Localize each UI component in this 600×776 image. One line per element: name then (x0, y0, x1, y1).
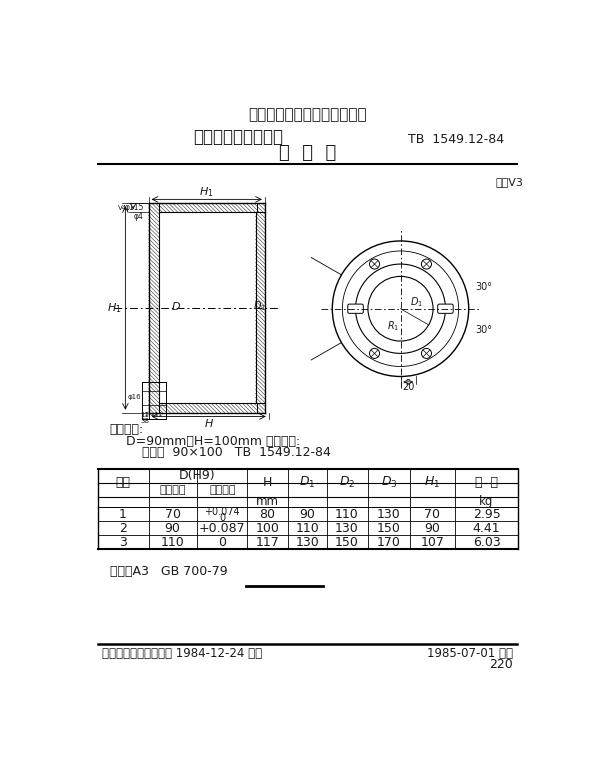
Text: 弹簧盒  90×100   TB  1549.12-84: 弹簧盒 90×100 TB 1549.12-84 (110, 446, 331, 459)
Text: 70: 70 (424, 508, 440, 521)
Text: 80: 80 (259, 508, 275, 521)
Text: 4.41: 4.41 (473, 521, 500, 535)
Text: 弹  簧  盒: 弹 簧 盒 (279, 144, 336, 162)
Text: 110: 110 (296, 521, 319, 535)
FancyBboxPatch shape (438, 304, 453, 314)
Text: $H_1$: $H_1$ (107, 301, 121, 315)
Text: $D$: $D$ (171, 300, 181, 313)
Text: 重  量: 重 量 (475, 476, 498, 489)
Text: 130: 130 (335, 521, 359, 535)
Text: 90: 90 (165, 521, 181, 535)
Text: 130: 130 (377, 508, 401, 521)
Text: 基本尺寸: 基本尺寸 (160, 485, 186, 494)
Text: $D_1$: $D_1$ (253, 300, 266, 314)
Text: 0: 0 (218, 535, 226, 549)
Text: mm: mm (256, 496, 279, 508)
Text: $D_3$: $D_3$ (380, 475, 397, 490)
Text: 11: 11 (140, 412, 149, 418)
Text: $D_1$: $D_1$ (410, 296, 423, 310)
Text: 20: 20 (402, 383, 415, 392)
Text: φ115: φ115 (125, 203, 144, 212)
Text: 中华人民共和国铁路部部标准: 中华人民共和国铁路部部标准 (248, 107, 367, 122)
Text: kg: kg (479, 496, 494, 508)
Text: 0: 0 (219, 513, 226, 523)
Text: $D_2$: $D_2$ (339, 475, 355, 490)
Text: 2-φ11: 2-φ11 (144, 413, 163, 417)
Text: V4: V4 (118, 205, 127, 211)
Text: $D_1$: $D_1$ (299, 475, 316, 490)
Text: 220: 220 (489, 658, 513, 671)
Text: +0.074: +0.074 (205, 507, 240, 517)
Text: D(H9): D(H9) (179, 469, 216, 483)
Text: 100: 100 (255, 521, 279, 535)
Text: 130: 130 (296, 535, 319, 549)
Text: $H$: $H$ (204, 417, 214, 429)
Text: φ4: φ4 (134, 212, 144, 221)
Text: 中华人民共和国铁道部 1984-12-24 发布: 中华人民共和国铁道部 1984-12-24 发布 (102, 647, 262, 660)
Text: 150: 150 (377, 521, 401, 535)
Text: 1985-07-01 实施: 1985-07-01 实施 (427, 647, 513, 660)
Text: $R_1$: $R_1$ (386, 319, 399, 333)
Text: 其余V3: 其余V3 (496, 177, 524, 187)
Text: 1: 1 (119, 508, 127, 521)
Text: 90: 90 (299, 508, 316, 521)
Text: 90: 90 (424, 521, 440, 535)
Text: $H_1$: $H_1$ (199, 185, 214, 199)
Text: 107: 107 (421, 535, 444, 549)
Text: 117: 117 (256, 535, 279, 549)
Text: 170: 170 (377, 535, 401, 549)
Text: 2.95: 2.95 (473, 508, 500, 521)
Text: 70: 70 (164, 508, 181, 521)
Text: 材料：A3   GB 700-79: 材料：A3 GB 700-79 (110, 565, 227, 578)
Text: 30°: 30° (475, 282, 492, 292)
Text: 110: 110 (335, 508, 359, 521)
Text: $H_1$: $H_1$ (424, 475, 440, 490)
Text: 110: 110 (161, 535, 185, 549)
Text: +0.087: +0.087 (199, 521, 245, 535)
Text: 30°: 30° (475, 325, 492, 335)
Text: 6.03: 6.03 (473, 535, 500, 549)
Text: 150: 150 (335, 535, 359, 549)
Text: 3: 3 (119, 535, 127, 549)
Text: D=90mm、H=100mm 的弹簧盒:: D=90mm、H=100mm 的弹簧盒: (110, 435, 300, 449)
Text: 38: 38 (140, 418, 149, 424)
Text: 极限偏差: 极限偏差 (209, 485, 235, 494)
Text: H: H (263, 476, 272, 489)
Text: 冷冲模托料滚道装置: 冷冲模托料滚道装置 (193, 128, 283, 146)
Text: 序号: 序号 (116, 476, 131, 489)
Text: φ16: φ16 (127, 394, 141, 400)
Text: 2: 2 (119, 521, 127, 535)
Text: 标记示例:: 标记示例: (110, 423, 144, 436)
FancyBboxPatch shape (348, 304, 364, 314)
Text: TB  1549.12-84: TB 1549.12-84 (408, 133, 505, 146)
